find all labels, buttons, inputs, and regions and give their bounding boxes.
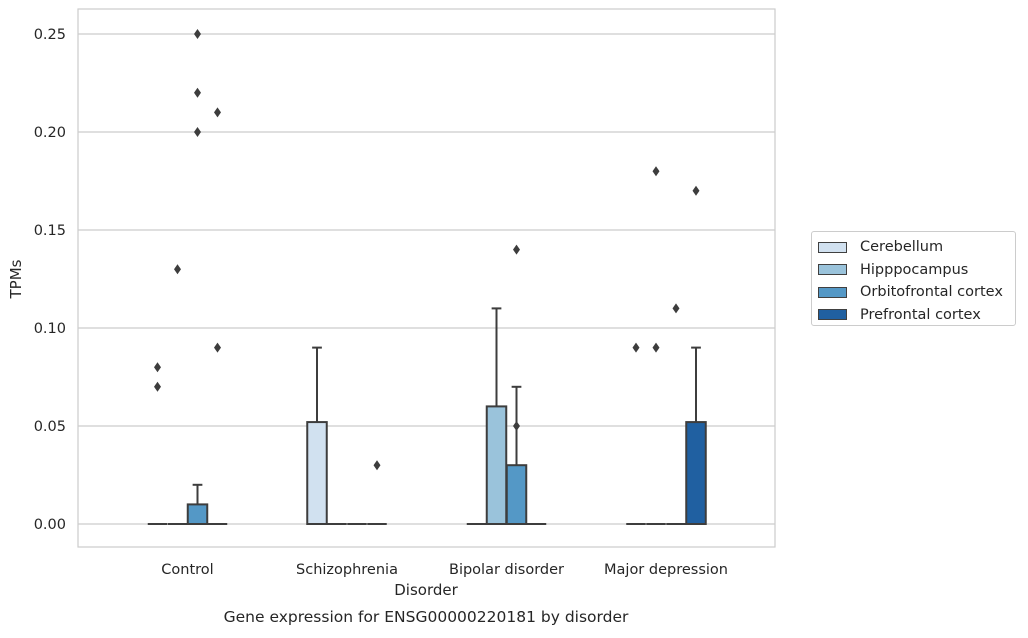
box-group [207,107,228,525]
legend-label: Cerebellum [860,239,944,256]
box [186,503,209,525]
legend-swatch [818,241,847,253]
outlier-point [174,264,181,275]
legend-swatch [818,264,847,276]
x-tick-label: Major depression [604,562,728,578]
y-tick-label: 0.20 [34,125,66,141]
outlier-point [194,127,201,137]
outlier-point [154,381,161,392]
outlier-point [672,303,680,314]
box-group [167,264,188,525]
boxes-layer [147,29,707,526]
box [685,421,707,525]
outlier-point [513,421,520,431]
box [485,405,508,525]
outlier-point [692,185,700,196]
box-group [666,303,686,525]
outlier-point [652,342,660,353]
box-group [685,185,707,525]
box-group [186,29,209,525]
legend-swatch [818,309,847,321]
x-tick-label: Bipolar disorder [449,562,564,578]
y-tick-label: 0.25 [34,27,66,43]
x-tick-label: Schizophrenia [296,562,398,578]
outlier-point [214,342,221,353]
box-group [626,342,646,525]
plot-frame [77,8,776,548]
box [306,421,328,525]
box-group [147,362,168,525]
grid-layer [78,33,775,525]
box-group [367,460,387,525]
y-axis-label: TPMs [7,259,25,299]
outlier-point [652,166,660,177]
y-tick-label: 0.05 [34,419,66,435]
box-group [505,244,528,526]
legend-item-cerebellum[interactable]: Cerebellum [818,236,1009,259]
y-tick-label: 0.15 [34,223,66,239]
box-group [485,307,508,525]
y-tick-label: 0.10 [34,321,66,337]
legend-label: Hipppocampus [860,261,969,278]
legend-item-orbitofrontal-cortex[interactable]: Orbitofrontal cortex [818,281,1009,304]
outlier-point [194,29,201,39]
outlier-point [513,244,520,255]
box-group [306,346,328,525]
legend-label: Orbitofrontal cortex [860,284,1003,301]
legend-item-hippocampus[interactable]: Hipppocampus [818,259,1009,282]
x-axis-label: Disorder [394,581,458,599]
legend: Cerebellum Hipppocampus Orbitofrontal co… [811,231,1016,326]
outlier-point [194,87,201,98]
outlier-point [154,362,161,373]
box-group [646,166,666,525]
box [505,464,528,526]
outlier-point [373,460,381,471]
outlier-point [632,342,640,353]
outlier-point [214,107,221,118]
legend-label: Prefrontal cortex [860,306,981,323]
chart-title: Gene expression for ENSG00000220181 by d… [224,608,629,626]
y-tick-label: 0.00 [34,517,66,533]
legend-swatch [818,286,847,298]
x-tick-label: Control [161,562,213,578]
y-tick-labels: 0.00 0.05 0.10 0.15 0.20 0.25 [34,27,66,533]
x-tick-labels: Control Schizophrenia Bipolar disorder Majo… [161,562,728,578]
legend-item-prefrontal-cortex[interactable]: Prefrontal cortex [818,304,1009,327]
